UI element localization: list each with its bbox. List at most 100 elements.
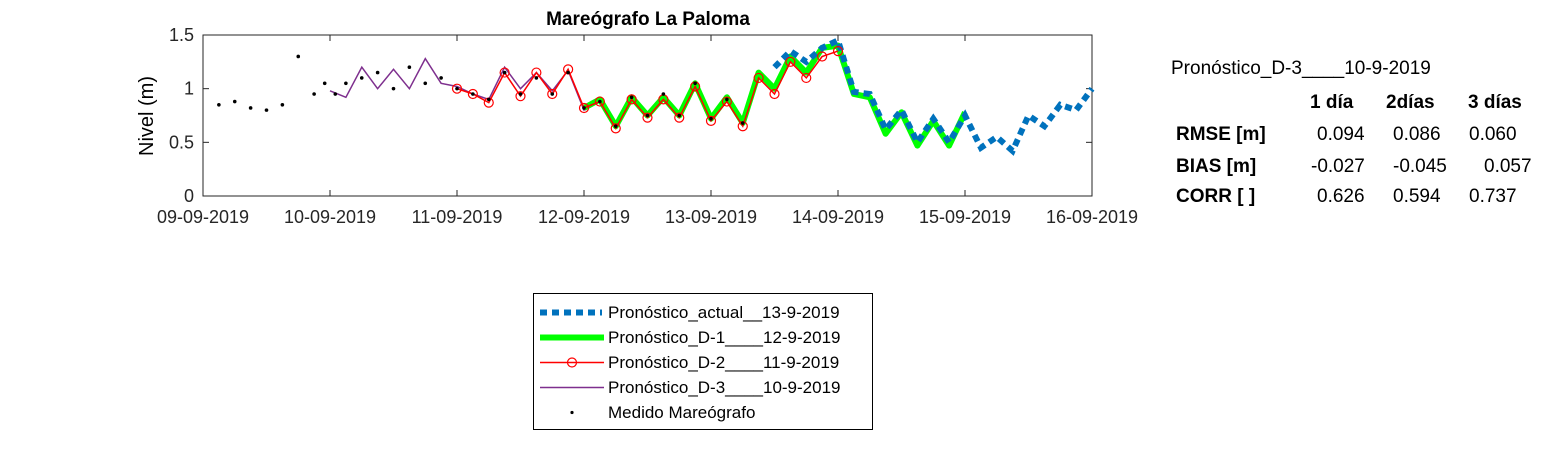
series-marker-d2 <box>578 102 590 114</box>
series-marker-d2 <box>785 56 796 67</box>
stats-value: 0.060 <box>1469 124 1517 145</box>
series-marker-d2 <box>705 115 717 126</box>
measured-point <box>598 99 602 104</box>
measured-point <box>217 102 221 107</box>
stats-row-label: RMSE [m] <box>1176 124 1266 145</box>
measured-point <box>693 81 697 86</box>
measured-point <box>322 81 327 86</box>
measured-point <box>740 121 745 125</box>
series-line-d1 <box>582 42 968 149</box>
measured-point <box>502 70 507 75</box>
stats-col-header: 2días <box>1386 92 1435 113</box>
measured-point <box>344 81 348 86</box>
measured-point <box>439 76 443 80</box>
series-marker-d2 <box>594 96 605 107</box>
series-marker-d2 <box>769 88 780 100</box>
measured-point <box>407 65 412 69</box>
y-tick-label: 0.5 <box>169 132 194 152</box>
x-tick-label: 10-09-2019 <box>284 207 376 227</box>
series-marker-d2 <box>467 88 478 100</box>
measured-point <box>264 108 269 112</box>
y-axis-label: Nivel (m) <box>136 76 158 156</box>
measured-point <box>645 113 650 118</box>
series-marker-d2 <box>642 112 653 123</box>
measured-point <box>248 106 253 110</box>
measured-point <box>709 116 713 121</box>
series-marker-d2 <box>832 45 844 57</box>
measured-point <box>280 102 285 107</box>
series-marker-d2 <box>801 72 812 84</box>
measured-point <box>312 92 316 96</box>
series-marker-d2 <box>674 112 685 123</box>
legend-item: Pronóstico_D-1____12-9-2019 <box>534 325 872 350</box>
legend-item: Medido Mareógrafo <box>534 400 872 425</box>
legend-green-line-swatch <box>540 334 604 341</box>
x-tick-label: 16-09-2019 <box>1046 207 1138 227</box>
series-marker-d2 <box>499 67 510 78</box>
series-marker-d2 <box>451 83 463 94</box>
series-marker-d2 <box>721 96 732 107</box>
series-marker-d2 <box>547 88 558 100</box>
x-tick-label: 11-09-2019 <box>412 207 503 227</box>
measured-point <box>677 113 682 118</box>
measured-point <box>391 86 396 91</box>
plot-area-frame <box>202 34 1093 197</box>
measured-point <box>550 92 555 96</box>
y-tick-label: 1.5 <box>169 25 194 45</box>
x-tick-label: 15-09-2019 <box>919 207 1011 227</box>
legend-label: Pronóstico_D-2____11-9-2019 <box>608 353 840 372</box>
legend-dotted-blue-swatch <box>540 309 602 316</box>
measured-point <box>296 54 301 59</box>
stats-title: Pronóstico_D-3____10-9-2019 <box>1171 58 1431 79</box>
legend-item: Pronóstico_D-3____10-9-2019 <box>534 375 872 400</box>
series-marker-d2 <box>515 91 526 102</box>
measured-point <box>359 76 364 80</box>
legend-dot-swatch <box>570 410 574 415</box>
measured-point <box>566 70 570 75</box>
stats-value: 0.057 <box>1484 156 1532 177</box>
y-tick-label: 0 <box>184 186 194 206</box>
legend-label: Pronóstico_actual__13-9-2019 <box>608 303 840 322</box>
stats-value: 0.086 <box>1393 124 1441 145</box>
series-marker-d2 <box>626 94 637 105</box>
x-tick-label: 14-09-2019 <box>792 207 884 227</box>
series-marker-d2 <box>610 123 621 134</box>
x-tick-label: 09-09-2019 <box>157 207 249 227</box>
series-line-actual <box>772 36 1095 156</box>
measured-point <box>534 76 539 80</box>
legend-label: Pronóstico_D-3____10-9-2019 <box>608 378 841 397</box>
measured-point <box>613 124 618 129</box>
legend-item: Pronóstico_D-2____11-9-2019 <box>534 350 872 375</box>
series-marker-d2 <box>817 51 828 62</box>
measured-point <box>333 92 338 96</box>
measured-point <box>582 106 586 110</box>
measured-point <box>725 97 729 102</box>
stats-value: 0.737 <box>1469 186 1517 207</box>
series-line-d2 <box>456 50 839 130</box>
stats-col-header: 3 días <box>1468 92 1522 113</box>
measured-point <box>423 81 428 86</box>
legend-purple-line-swatch <box>540 386 604 389</box>
stats-value: 0.626 <box>1317 186 1365 207</box>
measured-point <box>471 92 475 96</box>
stats-value: 0.594 <box>1393 186 1441 207</box>
measured-point <box>661 92 666 96</box>
measured-point <box>455 86 459 91</box>
stats-col-header: 1 día <box>1310 92 1354 113</box>
chart-legend: Pronóstico_actual__13-9-2019 Pronóstico_… <box>533 293 873 430</box>
x-tick-label: 12-09-2019 <box>538 207 630 227</box>
measured-point <box>518 92 523 96</box>
series-marker-d2 <box>753 72 764 84</box>
y-tick-label: 1 <box>184 79 194 99</box>
measured-point <box>486 97 491 102</box>
chart-title: Mareógrafo La Paloma <box>546 9 750 30</box>
stats-value: -0.045 <box>1393 156 1447 177</box>
measured-point <box>629 95 634 100</box>
legend-label: Pronóstico_D-1____12-9-2019 <box>608 328 841 347</box>
legend-item: Pronóstico_actual__13-9-2019 <box>534 300 872 325</box>
stats-value: 0.094 <box>1317 124 1365 145</box>
measured-point <box>232 99 237 104</box>
chart-svg: Mareógrafo La Paloma Nivel (m) 0 0.5 1 1.5 0… <box>136 9 1138 227</box>
stats-value: -0.027 <box>1311 156 1365 177</box>
legend-label: Medido Mareógrafo <box>608 403 756 422</box>
